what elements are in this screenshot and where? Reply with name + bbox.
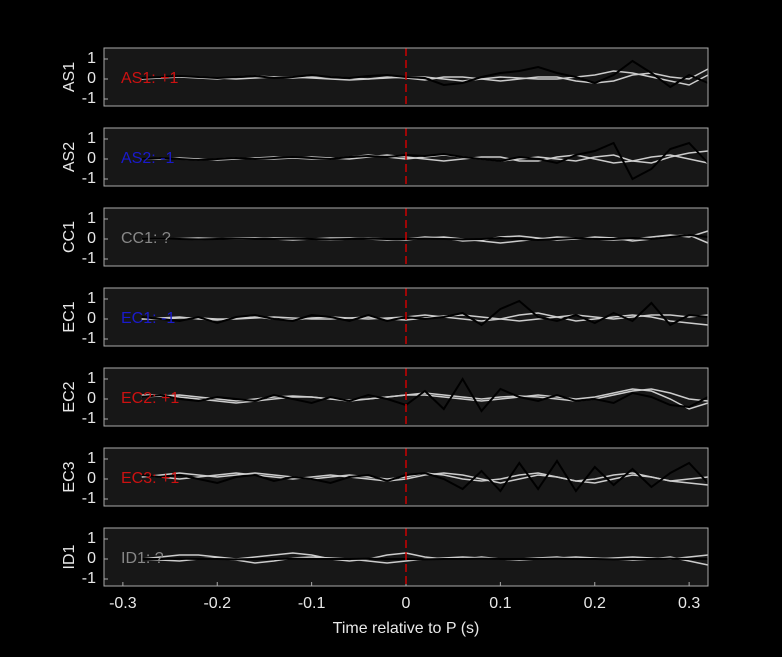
x-tick-label: 0.1 [489, 595, 511, 612]
y-axis-label: CC1 [61, 221, 78, 253]
station-label: AS1: +1 [121, 70, 178, 87]
y-tick-label: 0 [87, 550, 96, 567]
axes-frame [103, 47, 709, 107]
synthetic-trace [141, 68, 709, 84]
observed-trace [141, 299, 709, 327]
station-label: EC1: -1 [121, 310, 175, 327]
synthetic-trace [141, 388, 709, 410]
synthetic-trace [141, 472, 709, 486]
x-tick-label: 0 [402, 595, 411, 612]
y-tick-label: 1 [87, 50, 96, 67]
axes-frame [103, 207, 709, 267]
y-tick-label: 1 [87, 290, 96, 307]
observed-trace [141, 459, 709, 493]
axes-frame [103, 367, 709, 427]
observed-trace [141, 59, 709, 89]
station-label: EC3: +1 [121, 470, 179, 487]
y-tick-label: -1 [82, 490, 96, 507]
y-tick-label: -1 [82, 330, 96, 347]
y-axis-label: AS2 [61, 142, 78, 172]
y-tick-label: 1 [87, 130, 96, 147]
station-label: ID1: ? [121, 550, 164, 567]
x-tick-label: -0.1 [298, 595, 326, 612]
y-tick-label: -1 [82, 170, 96, 187]
y-tick-label: 1 [87, 210, 96, 227]
station-label: CC1: ? [121, 230, 171, 247]
station-label: EC2: +1 [121, 390, 179, 407]
y-axis-label: AS1 [61, 62, 78, 92]
observed-trace [141, 233, 709, 242]
axes-frame [103, 127, 709, 187]
synthetic-trace [141, 388, 709, 402]
y-tick-label: -1 [82, 410, 96, 427]
observed-trace [141, 377, 709, 413]
y-axis-label: EC3 [61, 461, 78, 492]
axes-frame [103, 527, 709, 587]
y-tick-label: 0 [87, 310, 96, 327]
y-tick-label: 0 [87, 70, 96, 87]
station-label: AS2: -1 [121, 150, 174, 167]
y-tick-label: 0 [87, 390, 96, 407]
y-tick-label: -1 [82, 570, 96, 587]
x-tick-label: 0.3 [678, 595, 700, 612]
y-tick-label: -1 [82, 250, 96, 267]
y-tick-label: 1 [87, 450, 96, 467]
y-axis-label: EC1 [61, 301, 78, 332]
observed-trace [141, 557, 708, 561]
x-tick-label: 0.2 [584, 595, 606, 612]
x-tick-label: -0.3 [109, 595, 137, 612]
y-tick-label: 0 [87, 470, 96, 487]
axes-frame [103, 447, 709, 507]
y-axis-label: ID1 [61, 544, 78, 569]
x-axis-label: Time relative to P (s) [333, 620, 480, 637]
y-tick-label: -1 [82, 90, 96, 107]
y-tick-label: 1 [87, 530, 96, 547]
y-axis-label: EC2 [61, 381, 78, 412]
y-tick-label: 1 [87, 370, 96, 387]
y-tick-label: 0 [87, 230, 96, 247]
axes-frame [103, 287, 709, 347]
y-tick-label: 0 [87, 150, 96, 167]
observed-trace [141, 141, 709, 181]
x-tick-label: -0.2 [203, 595, 231, 612]
